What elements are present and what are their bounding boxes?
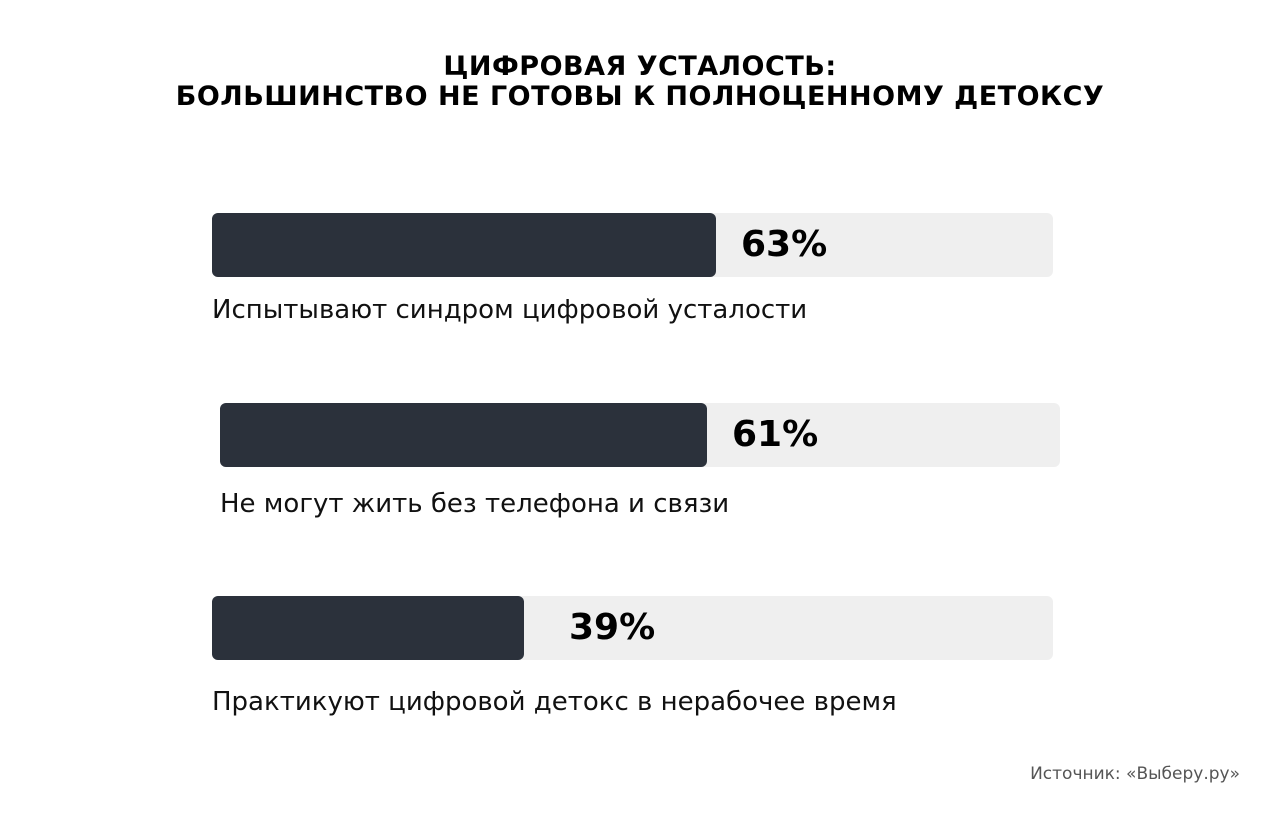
bar-track: 39% [212, 596, 1053, 660]
bar-value-label: 39% [569, 607, 656, 648]
chart-title-line-2: БОЛЬШИНСТВО НЕ ГОТОВЫ К ПОЛНОЦЕННОМУ ДЕТ… [175, 81, 1105, 112]
chart-title: ЦИФРОВАЯ УСТАЛОСТЬ: БОЛЬШИНСТВО НЕ ГОТОВ… [0, 52, 1280, 112]
bar-category-label: Испытывают синдром цифровой усталости [212, 295, 808, 325]
bar-track: 63% [212, 213, 1053, 277]
source-note: Источник: «Выберу.ру» [1030, 764, 1240, 784]
bar-track: 61% [220, 403, 1060, 467]
bar-value-label: 61% [732, 414, 819, 455]
bar-fill [220, 403, 707, 467]
chart-title-line-1: ЦИФРОВАЯ УСТАЛОСТЬ: [443, 51, 837, 82]
bar-value-label: 63% [741, 224, 828, 265]
bar-fill [212, 213, 716, 277]
bar-fill [212, 596, 524, 660]
bar-category-label: Практикуют цифровой детокс в нерабочее в… [212, 687, 897, 717]
bar-category-label: Не могут жить без телефона и связи [220, 489, 730, 519]
